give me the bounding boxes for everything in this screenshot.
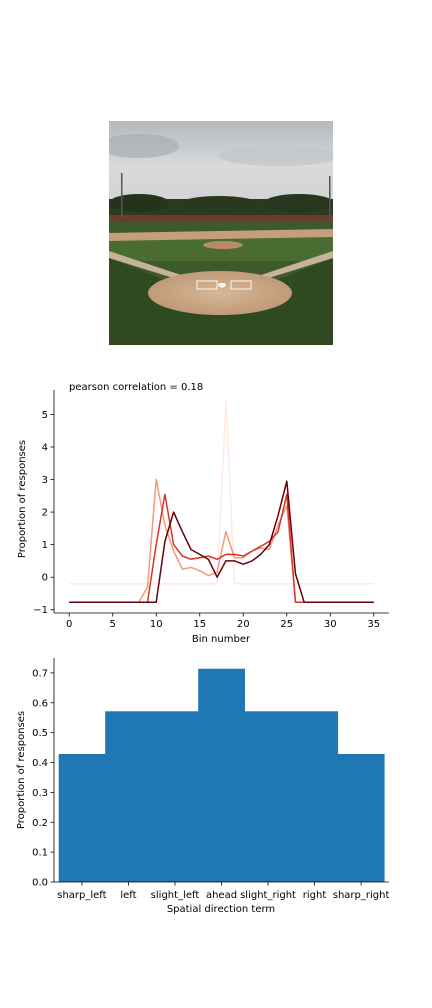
line-series-3 [69,493,374,604]
bar-chart-y-tick-label: 0.6 [32,698,48,709]
line-series-1 [69,400,374,585]
bar-chart-y-tick-label: 0.1 [32,848,48,859]
line-chart-xlabel: Bin number [192,634,251,645]
line-chart-x-tick-label: 10 [150,619,163,630]
line-chart-y-tick-label: 3 [42,475,48,486]
bar-slight-right [244,711,292,882]
bar-chart-x-tick-label: sharp_right [333,890,390,901]
line-chart-x-tick-label: 25 [280,619,293,630]
line-chart-x-tick-label: 5 [110,619,116,630]
bar-chart-axes: sharp_left left slight_left ahead slight_rig… [32,658,389,901]
bar-chart-y-tick-label: 0.0 [32,878,48,889]
line-chart-y-tick-label: 4 [42,442,48,453]
bar-chart-x-tick-label: left [120,890,136,901]
baseball-field-photo [109,121,333,345]
line-chart-y-tick-label: −1 [33,605,48,616]
line-chart-y-tick-label: 0 [42,573,48,584]
bar-right [291,711,339,882]
bar-chart-y-tick-label: 0.3 [32,788,48,799]
bar-chart-y-tick-label: 0.4 [32,758,48,769]
bar-sharp-left [58,754,106,882]
bar-chart-y-tick-label: 0.7 [32,668,48,679]
line-chart-x-tick-label: 20 [237,619,250,630]
bar-chart-xlabel: Spatial direction term [167,904,275,915]
line-chart-x-tick-label: 15 [193,619,206,630]
bar-sharp-right [337,754,385,882]
line-chart-axes: 0 5 10 15 20 25 30 35 −1 0 1 2 3 4 5 [33,390,389,630]
bar-chart-x-tick-label: slight_left [151,890,200,901]
bar-chart-x-tick-label: sharp_left [57,890,106,901]
line-chart-x-tick-label: 30 [324,619,337,630]
bar-chart-x-tick-label: right [303,890,327,901]
line-chart-x-tick-label: 0 [66,619,72,630]
bar-chart-y-tick-label: 0.2 [32,818,48,829]
bar-chart-y-tick-label: 0.5 [32,728,48,739]
line-chart-y-tick-label: 2 [42,508,48,519]
bar-chart: sharp_left left slight_left ahead slight_rig… [16,658,389,915]
line-chart: pearson correlation = 0.18 0 5 10 15 20 25 30 3… [17,382,389,645]
bar-ahead [198,668,245,882]
bar-left [105,711,152,882]
bar-chart-ylabel: Proportion of responses [16,711,27,829]
bar-slight-left [151,711,199,882]
line-chart-x-tick-label: 35 [367,619,380,630]
line-chart-ylabel: Proportion of responses [17,440,28,558]
line-chart-y-tick-label: 5 [42,410,48,421]
line-chart-plot-area [69,400,374,604]
bar-chart-x-tick-label: slight_right [240,890,296,901]
line-series-4 [69,480,374,604]
bar-chart-x-tick-label: ahead [206,890,237,901]
line-chart-y-tick-label: 1 [42,540,48,551]
bar-chart-plot-area [58,668,385,882]
line-chart-title: pearson correlation = 0.18 [69,382,203,393]
